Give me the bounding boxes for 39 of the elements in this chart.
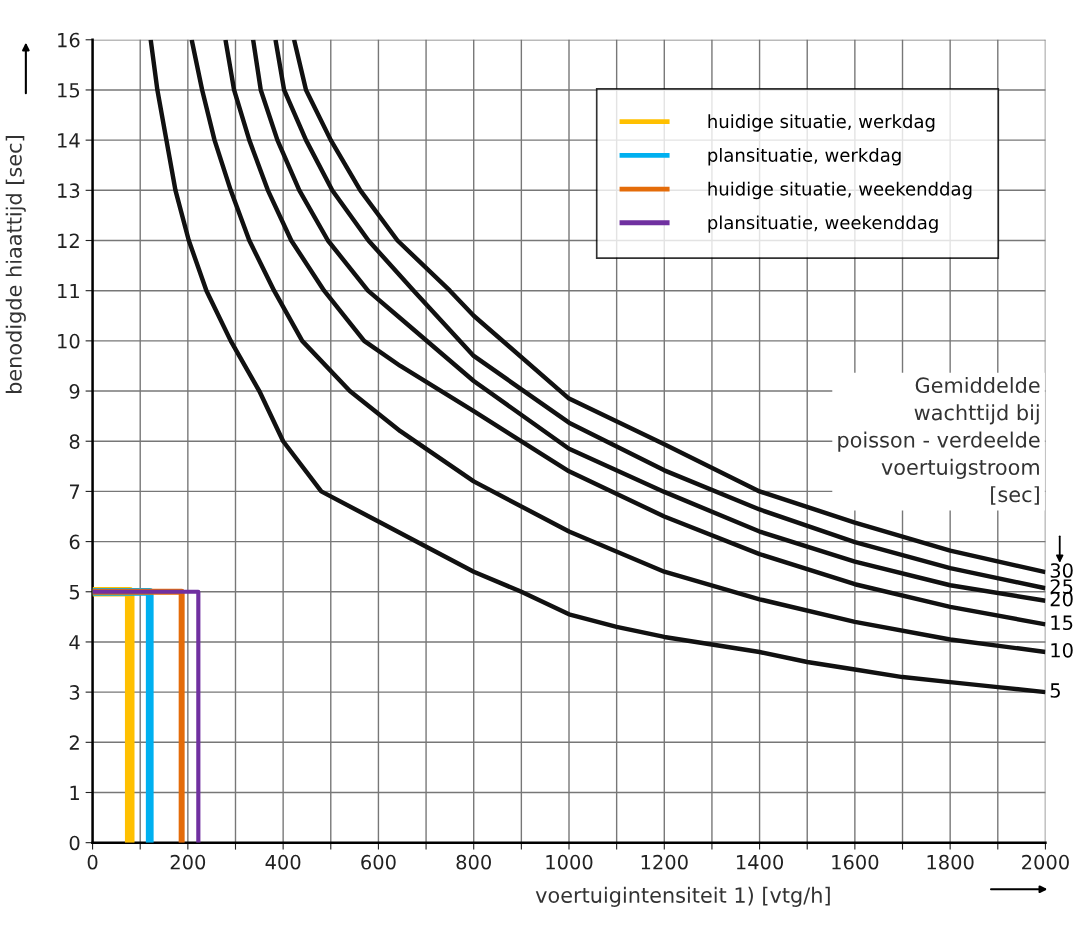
x-tick-label: 1200 xyxy=(641,854,688,870)
x-tick-label: 400 xyxy=(265,854,301,870)
legend-label: plansituatie, werkdag xyxy=(708,147,901,166)
y-tick-label: 8 xyxy=(69,434,80,449)
y-tick-label: 5 xyxy=(69,584,80,600)
y-tick-label: 2 xyxy=(69,735,79,750)
x-tick-label: 800 xyxy=(456,854,491,870)
y-axis-title: benodigde hiaattijd [sec] xyxy=(5,136,26,393)
y-tick-label: 16 xyxy=(58,32,80,48)
series-label: 10 xyxy=(1051,642,1073,658)
y-tick-label: 13 xyxy=(58,183,80,198)
x-tick-label: 0 xyxy=(87,854,98,870)
y-tick-label: 3 xyxy=(69,685,80,700)
series-label: 15 xyxy=(1051,615,1073,631)
y-tick-label: 1 xyxy=(70,785,79,800)
series-label: 30 xyxy=(1050,563,1073,578)
x-tick-label: 200 xyxy=(170,854,206,870)
y-tick-label: 10 xyxy=(58,333,80,349)
y-tick-label: 11 xyxy=(58,283,79,299)
x-tick-label: 1800 xyxy=(927,854,974,870)
y-tick-label: 4 xyxy=(69,635,80,650)
legend-label: huidige situatie, werkdag xyxy=(708,114,935,132)
x-tick-label: 1600 xyxy=(832,854,879,870)
x-tick-label: 1000 xyxy=(546,854,593,870)
y-tick-label: 7 xyxy=(69,484,80,499)
series-label: 5 xyxy=(1050,683,1060,698)
y-tick-label: 9 xyxy=(69,384,80,399)
y-tick-label: 6 xyxy=(69,534,80,550)
y-tick-label: 14 xyxy=(58,133,80,148)
x-tick-label: 600 xyxy=(361,854,396,870)
x-tick-label: 1400 xyxy=(736,854,784,870)
y-tick-label: 12 xyxy=(58,233,79,248)
y-tick-label: 15 xyxy=(58,83,80,98)
legend-label: plansituatie, weekenddag xyxy=(708,215,938,233)
annotation: Gemiddelde wachttijd bij poisson - verdeelde voertuigstroom [sec] xyxy=(838,376,1040,505)
legend-label: huidige situatie, weekenddag xyxy=(708,181,972,200)
x-tick-label: 2000 xyxy=(1022,854,1069,870)
y-tick-label: 0 xyxy=(69,835,80,851)
x-axis-title: voertuigintensiteit 1) [vtg/h] xyxy=(535,886,830,907)
